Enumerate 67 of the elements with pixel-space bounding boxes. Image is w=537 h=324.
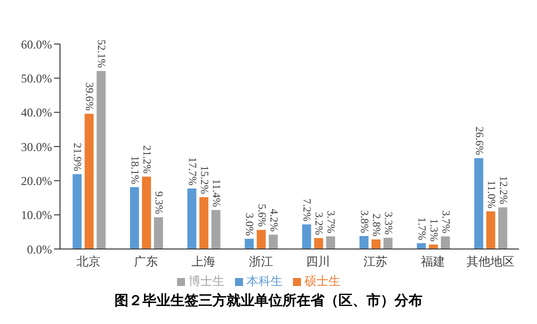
data-label: 21.2% <box>140 145 152 174</box>
data-label: 3.7% <box>324 210 337 234</box>
bar <box>268 234 278 249</box>
data-label: 5.6% <box>255 204 268 227</box>
data-label: 3.0% <box>243 212 256 236</box>
bar <box>498 207 508 249</box>
bar <box>486 211 496 249</box>
data-label: 18.1% <box>128 156 140 184</box>
bar <box>211 210 220 249</box>
legend-label: 硕士生 <box>304 274 340 288</box>
x-tick-label: 广东 <box>134 254 158 269</box>
data-label: 21.9% <box>71 142 84 172</box>
y-tick-label: 10.0% <box>21 208 52 222</box>
y-tick-label: 0.0% <box>27 242 52 256</box>
bar <box>428 244 438 249</box>
legend-label: 本科生 <box>246 274 282 288</box>
data-label: 3.7% <box>439 210 452 234</box>
bar <box>474 158 484 249</box>
y-tick-label: 20.0% <box>21 174 52 188</box>
data-label: 7.2% <box>300 198 313 222</box>
data-label: 3.3% <box>382 212 394 235</box>
x-tick-label: 其他地区 <box>466 254 514 269</box>
bar <box>130 187 139 249</box>
bar <box>142 176 151 249</box>
data-label: 2.8% <box>370 214 382 236</box>
bar <box>154 217 163 249</box>
x-tick-label: 江苏 <box>364 254 388 269</box>
data-label: 9.3% <box>152 191 164 214</box>
bar <box>440 236 450 249</box>
bar <box>72 174 82 249</box>
bar <box>244 238 254 249</box>
data-label: 39.6% <box>83 82 96 111</box>
bar <box>372 239 380 249</box>
x-tick-label: 上海 <box>191 254 216 269</box>
bar <box>199 197 208 249</box>
data-label: 4.2% <box>267 208 280 232</box>
data-label: 1.3% <box>427 218 440 242</box>
y-tick-label: 60.0% <box>21 37 52 52</box>
x-tick-label: 浙江 <box>248 254 273 269</box>
text: 图２毕业生签三方就业单位所在省（区、市）分布 <box>114 292 424 310</box>
bar <box>187 188 196 249</box>
x-tick-label: 北京 <box>76 254 101 269</box>
bar <box>360 236 368 249</box>
y-tick-label: 30.0% <box>21 140 52 154</box>
data-label: 3.8% <box>358 210 370 234</box>
data-label: 3.2% <box>312 212 325 236</box>
data-label: 52.1% <box>95 40 108 68</box>
bar <box>416 243 426 249</box>
data-label: 11.0% <box>484 180 497 208</box>
data-label: 26.6% <box>472 126 485 156</box>
bar <box>326 236 336 249</box>
x-tick-label: 四川 <box>306 254 330 269</box>
bar <box>96 70 106 249</box>
bar <box>302 224 312 249</box>
data-label: 1.7% <box>415 217 428 240</box>
data-label: 15.2% <box>198 166 210 194</box>
x-tick-label: 福建 <box>420 254 445 269</box>
data-label: 12.2% <box>496 176 509 204</box>
data-label: 17.7% <box>186 157 198 186</box>
bar <box>256 230 266 249</box>
y-tick-label: 40.0% <box>21 106 52 120</box>
legend-label: 博士生 <box>188 274 224 288</box>
data-label: 11.4% <box>210 179 222 208</box>
bar <box>314 238 324 249</box>
bar <box>84 114 94 249</box>
bar <box>384 238 392 249</box>
y-tick-label: 50.0% <box>21 71 52 86</box>
